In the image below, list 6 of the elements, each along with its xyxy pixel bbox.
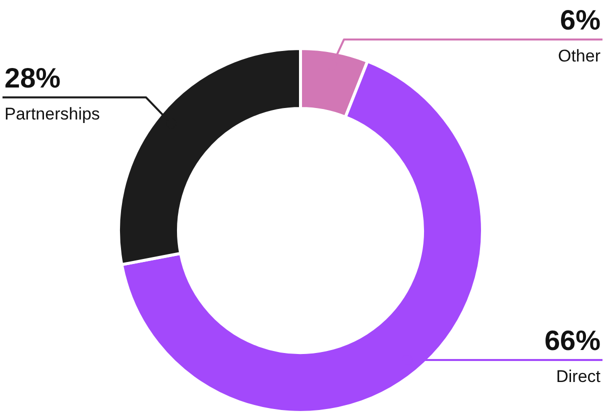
data-label: 66% [544,324,601,356]
data-label: 28% [4,62,61,94]
slice-label: Other [558,46,601,66]
slice-label: Direct [556,366,601,386]
data-label: 6% [560,4,601,36]
slice-label: Partnerships [4,104,100,124]
